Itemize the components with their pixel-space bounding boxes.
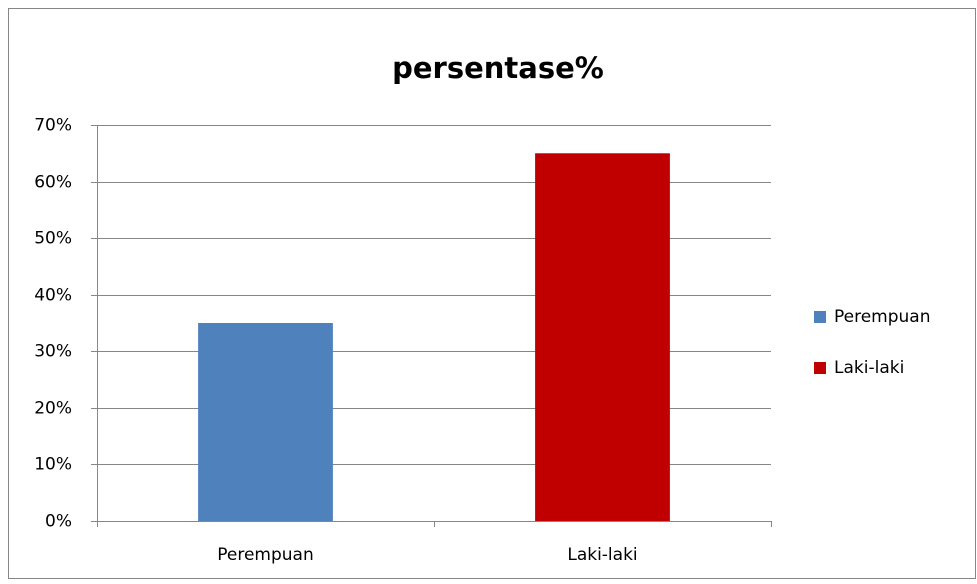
y-tick-label: 30%: [34, 342, 72, 362]
y-tick-label: 60%: [34, 173, 72, 193]
bar: [535, 153, 670, 522]
bar: [198, 323, 333, 521]
chart-border: [8, 8, 976, 579]
y-tick-label: 40%: [34, 286, 72, 306]
x-tick-label: Laki-laki: [567, 545, 637, 565]
legend-label: Laki-laki: [834, 358, 904, 378]
y-tick-label: 20%: [34, 399, 72, 419]
y-tick-label: 70%: [34, 116, 72, 136]
legend-swatch: [814, 362, 826, 374]
chart-title: persentase%: [392, 51, 604, 85]
legend-label: Perempuan: [834, 307, 931, 327]
y-tick-label: 50%: [34, 229, 72, 249]
y-tick-label: 0%: [45, 512, 72, 532]
y-tick-label: 10%: [34, 455, 72, 475]
x-tick-label: Perempuan: [217, 545, 314, 565]
legend-swatch: [814, 311, 826, 323]
